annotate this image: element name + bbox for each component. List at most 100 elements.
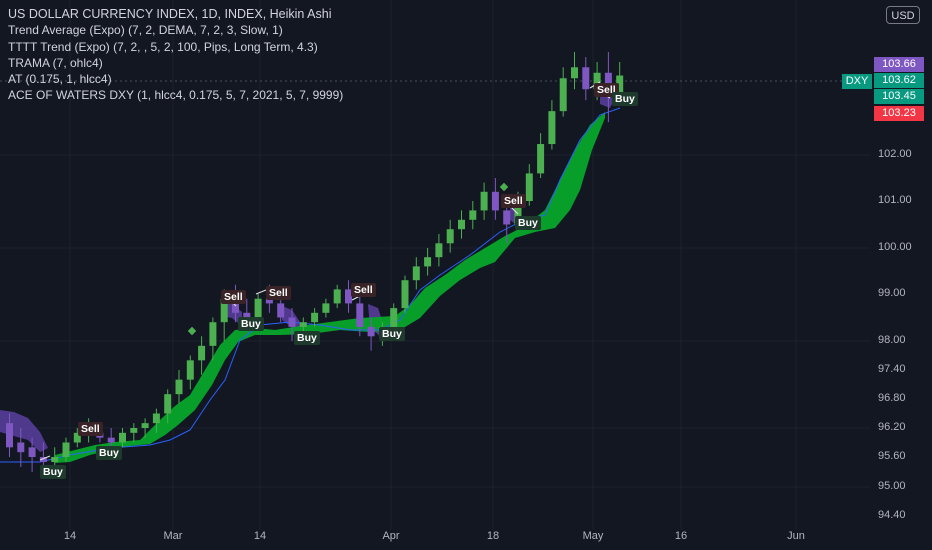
candle (616, 75, 624, 95)
currency-button[interactable]: USD (886, 6, 920, 24)
y-axis-label: 98.00 (878, 334, 906, 346)
candle (345, 289, 352, 304)
x-axis-label: 18 (486, 530, 500, 542)
legend: US DOLLAR CURRENCY INDEX, 1D, INDEX, Hei… (8, 6, 343, 104)
candle (243, 312, 251, 318)
candle (265, 298, 273, 304)
candle (141, 423, 149, 428)
candle (356, 303, 364, 327)
candle (130, 428, 138, 433)
sell-signal: Sell (501, 194, 526, 208)
trend-cloud (55, 112, 605, 463)
sell-signal: Sell (221, 290, 246, 304)
sell-signal: Sell (266, 286, 291, 300)
candle (333, 289, 341, 304)
symbol-title[interactable]: US DOLLAR CURRENCY INDEX, 1D, INDEX, Hei… (8, 7, 332, 21)
candle (164, 394, 172, 414)
symbol-tag: DXY (842, 74, 872, 89)
y-axis-label: 96.20 (878, 421, 906, 433)
price-tag-value: 103.62 (882, 74, 916, 86)
indicator-trend-average[interactable]: Trend Average (Expo) (7, 2, DEMA, 7, 2, … (8, 23, 283, 38)
candle (458, 219, 465, 230)
candle (480, 191, 488, 211)
candle (175, 379, 183, 395)
buy-signal: Buy (515, 216, 541, 230)
candle (6, 423, 13, 448)
indicator-ace-of-waters[interactable]: ACE OF WATERS DXY (1, hlcc4, 0.175, 5, 7… (8, 88, 344, 103)
buy-signal: Buy (40, 465, 66, 479)
candle (537, 144, 545, 174)
candle (288, 317, 296, 327)
candle (28, 447, 36, 457)
indicator-tttt-trend[interactable]: TTTT Trend (Expo) (7, 2, , 5, 2, 100, Pi… (8, 39, 318, 54)
y-axis-label: 94.40 (878, 509, 906, 521)
price-tag-value: 103.23 (882, 107, 916, 119)
signal-markers (187, 182, 509, 336)
candle (152, 413, 160, 424)
candle (571, 67, 578, 79)
candle (39, 457, 47, 462)
x-axis-label: 14 (253, 530, 267, 542)
price-tag-stop: 103.23 (874, 106, 924, 121)
candle (491, 191, 499, 211)
candle (277, 303, 285, 318)
candle (209, 322, 217, 346)
candle (73, 432, 81, 443)
price-tag-trend: 103.45 (874, 89, 924, 104)
candle (390, 308, 398, 327)
candle (51, 457, 59, 462)
candle (17, 442, 25, 453)
candle (593, 72, 601, 90)
y-axis-label: 100.00 (878, 241, 912, 253)
candle (198, 345, 206, 361)
price-tag-value: 103.66 (882, 58, 916, 70)
x-axis-label: 16 (674, 530, 688, 542)
x-axis-label: Mar (163, 530, 183, 542)
y-axis-label: 96.80 (878, 392, 906, 404)
indicator-trama[interactable]: TRAMA (7, ohlc4) (8, 55, 103, 70)
price-tag-last: 103.62 (874, 73, 924, 88)
bear-cloud (0, 92, 614, 452)
y-axis-label: 95.60 (878, 450, 906, 462)
buy-signal: Buy (612, 92, 638, 106)
indicator-at[interactable]: AT (0.175, 1, hlcc4) (8, 72, 112, 87)
candle (322, 303, 330, 313)
candle (582, 67, 590, 90)
candle (525, 173, 533, 201)
candle (412, 266, 420, 281)
candle (503, 210, 511, 225)
candles (6, 52, 624, 472)
x-axis-label: Jun (787, 530, 805, 542)
buy-signal: Buy (379, 327, 405, 341)
candle (107, 437, 115, 443)
candle (435, 243, 443, 258)
y-axis-label: 95.00 (878, 480, 906, 492)
buy-signal: Buy (238, 317, 264, 331)
buy-signal: Buy (294, 331, 320, 345)
candle (424, 257, 432, 267)
signal-ticks (39, 81, 611, 461)
sell-signal: Sell (351, 283, 376, 297)
x-axis-label: Apr (382, 530, 400, 542)
candle (559, 78, 567, 112)
sell-signal: Sell (78, 422, 103, 436)
candle (548, 111, 556, 145)
y-axis-label: 99.00 (878, 287, 906, 299)
x-axis-label: May (582, 530, 604, 542)
buy-signal: Buy (96, 446, 122, 460)
candle (186, 360, 194, 380)
trama-line (0, 107, 621, 463)
candle (220, 298, 228, 323)
candle (367, 326, 375, 337)
y-axis-label: 97.40 (878, 363, 906, 375)
candle (119, 432, 126, 443)
x-axis-label: 14 (63, 530, 77, 542)
candle (311, 312, 319, 323)
candle (401, 280, 409, 309)
candle (514, 201, 522, 225)
candle (254, 298, 262, 318)
y-axis-label: 101.00 (878, 194, 912, 206)
y-axis-label: 102.00 (878, 148, 912, 160)
